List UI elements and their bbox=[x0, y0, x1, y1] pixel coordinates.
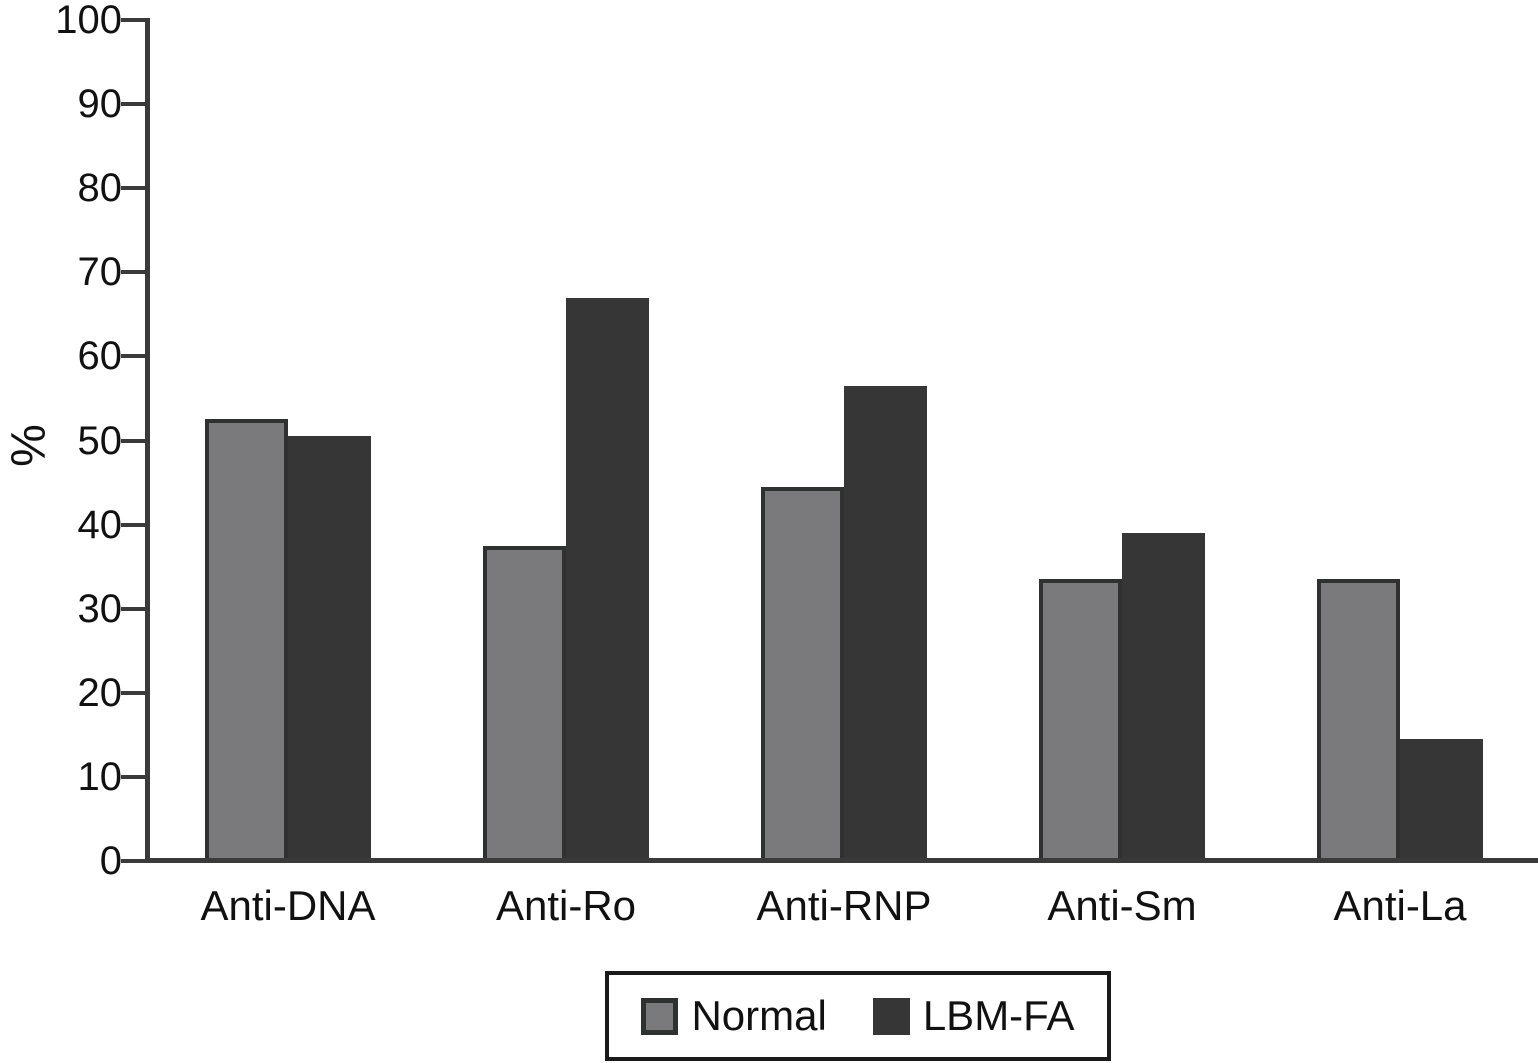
bar-lbm-fa-anti-ro bbox=[566, 297, 649, 861]
y-tick-label-30: 30 bbox=[77, 586, 123, 631]
y-tick-50 bbox=[121, 438, 145, 443]
x-label-anti-ro: Anti-Ro bbox=[495, 882, 637, 929]
y-tick-label-70: 70 bbox=[77, 250, 123, 295]
y-tick-30 bbox=[121, 606, 145, 611]
legend-swatch-normal bbox=[641, 997, 679, 1035]
bar-lbm-fa-anti-rnp bbox=[844, 385, 927, 861]
bar-normal-anti-rnp bbox=[761, 486, 844, 861]
y-tick-40 bbox=[121, 522, 145, 527]
y-tick-60 bbox=[121, 354, 145, 359]
bar-normal-anti-dna bbox=[205, 419, 288, 861]
y-tick-label-90: 90 bbox=[77, 82, 123, 127]
y-tick-20 bbox=[121, 690, 145, 695]
y-tick-label-60: 60 bbox=[77, 334, 123, 379]
bar-lbm-fa-anti-la bbox=[1400, 739, 1483, 861]
y-tick-label-20: 20 bbox=[77, 670, 123, 715]
y-tick-label-40: 40 bbox=[77, 502, 123, 547]
y-axis-line bbox=[145, 18, 150, 863]
x-label-anti-rnp: Anti-RNP bbox=[756, 882, 932, 929]
y-tick-label-100: 100 bbox=[55, 0, 122, 42]
y-tick-label-0: 0 bbox=[99, 839, 122, 883]
y-tick-label-50: 50 bbox=[77, 418, 123, 463]
legend: Normal LBM-FA bbox=[605, 971, 1111, 1061]
legend-label-normal: Normal bbox=[691, 992, 827, 1039]
y-tick-label-80: 80 bbox=[77, 166, 123, 211]
legend-label-lbm-fa: LBM-FA bbox=[922, 992, 1075, 1039]
x-label-anti-la: Anti-La bbox=[1333, 882, 1467, 929]
y-tick-10 bbox=[121, 774, 145, 779]
y-tick-0 bbox=[121, 859, 145, 863]
x-label-anti-dna: Anti-DNA bbox=[200, 882, 376, 929]
y-tick-90 bbox=[121, 102, 145, 107]
legend-entry-lbm-fa: LBM-FA bbox=[872, 992, 1075, 1039]
bar-lbm-fa-anti-sm bbox=[1122, 533, 1205, 861]
legend-swatch-lbm-fa bbox=[872, 997, 910, 1035]
x-label-anti-sm: Anti-Sm bbox=[1047, 882, 1197, 929]
y-tick-70 bbox=[121, 270, 145, 275]
bar-normal-anti-ro bbox=[483, 545, 566, 861]
x-axis-line bbox=[145, 858, 1538, 863]
legend-entry-normal: Normal bbox=[641, 992, 827, 1039]
bar-lbm-fa-anti-dna bbox=[288, 436, 371, 861]
bar-normal-anti-sm bbox=[1039, 579, 1122, 861]
y-tick-100 bbox=[121, 18, 145, 22]
bar-normal-anti-la bbox=[1317, 579, 1400, 861]
y-tick-80 bbox=[121, 186, 145, 191]
y-tick-label-10: 10 bbox=[77, 754, 123, 799]
